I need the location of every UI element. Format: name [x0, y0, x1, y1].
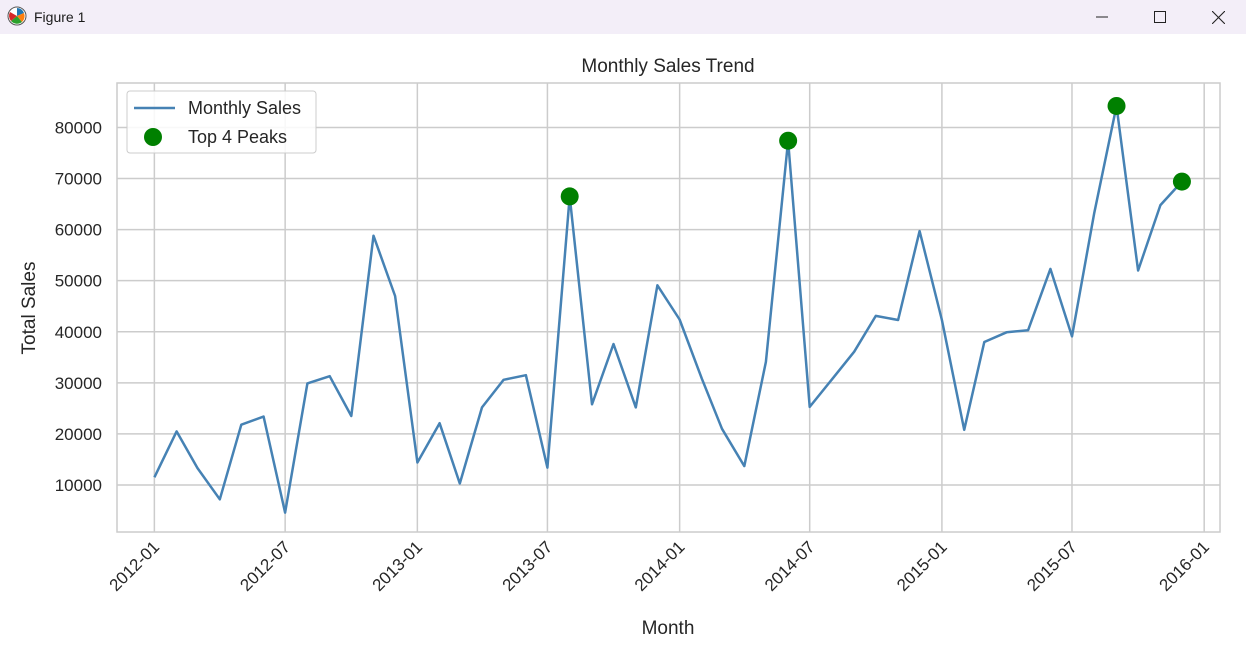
y-tick-label: 10000	[55, 476, 102, 495]
y-tick-label: 70000	[55, 170, 102, 189]
y-tick-label: 30000	[55, 374, 102, 393]
x-axis-label: Month	[642, 618, 695, 639]
y-tick-label: 40000	[55, 323, 102, 342]
y-tick-label: 80000	[55, 118, 102, 137]
y-tick-label: 60000	[55, 221, 102, 240]
legend: Monthly Sales Top 4 Peaks	[126, 90, 317, 154]
chart-title: Monthly Sales Trend	[581, 56, 754, 77]
peak-marker	[779, 131, 798, 150]
y-tick-label: 20000	[55, 425, 102, 444]
y-tick-label: 50000	[55, 272, 102, 291]
window-titlebar: Figure 1	[0, 0, 1246, 34]
window-title: Figure 1	[34, 9, 86, 25]
peak-marker	[560, 187, 579, 206]
y-axis-label: Total Sales	[19, 262, 40, 355]
close-icon	[1211, 10, 1225, 24]
series-layer	[153, 96, 1191, 514]
grid	[117, 83, 1220, 532]
plot-frame	[116, 82, 1221, 533]
maximize-button[interactable]	[1131, 0, 1189, 34]
peak-marker	[1107, 96, 1126, 115]
legend-marker-swatch	[144, 128, 162, 146]
close-button[interactable]	[1189, 0, 1246, 34]
matplotlib-logo-icon	[7, 6, 27, 26]
minimize-button[interactable]	[1073, 0, 1131, 34]
chart-figure: 2012-01 2012-07 2013-01 2013-07 2014-01 2014-…	[0, 34, 1246, 657]
maximize-icon	[1154, 11, 1166, 23]
legend-entry-monthly-sales: Monthly Sales	[188, 98, 301, 118]
legend-entry-top-peaks: Top 4 Peaks	[188, 127, 287, 147]
peak-marker	[1172, 172, 1191, 191]
series-line-monthly-sales	[153, 104, 1183, 514]
legend-box	[126, 90, 317, 154]
minimize-icon	[1096, 16, 1108, 18]
